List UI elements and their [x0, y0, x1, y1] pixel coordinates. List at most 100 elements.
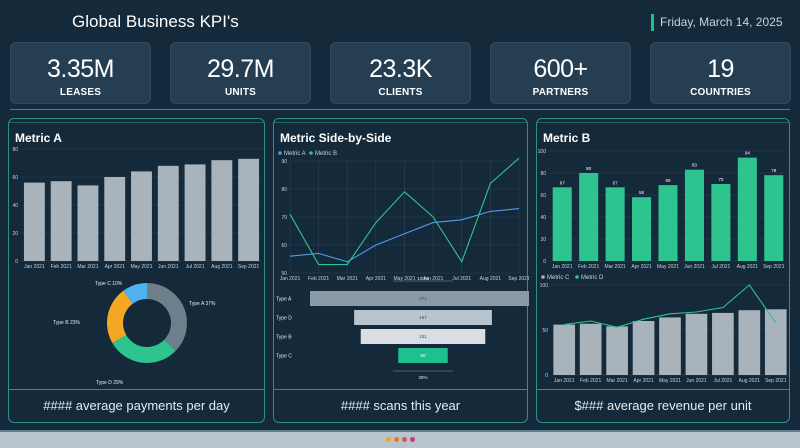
bar [23, 182, 45, 261]
x-tick-label: Jul 2021 [713, 378, 732, 384]
panel-footer: $### average revenue per unit [537, 389, 789, 422]
kpi-value: 23.3K [369, 55, 432, 83]
bar [77, 185, 99, 261]
kpi-row: 3.35M LEASES 29.7M UNITS 23.3K CLIENTS 6… [10, 42, 791, 104]
x-tick-label: Apr 2021 [105, 264, 126, 270]
side-by-side-line-chart[interactable]: Metric A Metric B 50 60 70 80 90 Jan 2021 Feb 20… [274, 147, 529, 287]
page-dot[interactable] [394, 437, 399, 442]
y-tick-label: 50 [542, 328, 548, 334]
kpi-label: UNITS [225, 87, 256, 98]
x-tick-label: Jan 2021 [554, 378, 575, 384]
kpi-card-units[interactable]: 29.7M UNITS [170, 42, 311, 104]
page-dot[interactable] [410, 437, 415, 442]
y-tick-label: 80 [281, 187, 287, 193]
legend-label: Metric A [284, 151, 306, 157]
panel-metric-a: Metric A 0 20 40 60 80 Jan 2021 Feb 2021 Mar 20… [8, 118, 265, 423]
kpi-label: LEASES [59, 87, 102, 98]
x-tick-label: Jun 2021 [684, 264, 705, 270]
bar [184, 164, 206, 261]
data-label: 70 [718, 177, 724, 182]
bar [632, 321, 655, 375]
section-divider [10, 109, 790, 110]
bar [238, 158, 260, 261]
x-tick-label: Jan 2021 [24, 264, 45, 270]
funnel-bar [360, 329, 486, 344]
y-tick-label: 100 [538, 149, 547, 155]
x-tick-label: Sep 2021 [508, 276, 529, 282]
x-tick-label: May 2021 [394, 276, 416, 282]
kpi-card-leases[interactable]: 3.35M LEASES [10, 42, 151, 104]
panel-footer: #### scans this year [274, 389, 527, 422]
series-line [289, 208, 520, 263]
x-tick-label: Mar 2021 [607, 378, 628, 384]
data-label: 94 [745, 151, 751, 156]
funnel-top-label: 100% [417, 276, 429, 281]
y-tick-label: 20 [540, 237, 546, 243]
x-tick-label: Apr 2021 [631, 264, 652, 270]
panel-side-by-side: Metric Side-by-Side Metric A Metric B 50 60… [273, 118, 529, 423]
x-tick-label: Sep 2021 [765, 378, 787, 384]
data-label: 60 [420, 353, 426, 358]
x-tick-label: Jun 2021 [686, 378, 707, 384]
y-tick-label: 40 [12, 203, 18, 209]
type-donut-chart[interactable]: Type A 37% Type B 23% Type C 10% Type D 29% [9, 277, 266, 387]
x-tick-label: Feb 2021 [308, 276, 329, 282]
x-tick-label: Sep 2021 [763, 264, 785, 270]
y-tick-label: 0 [15, 259, 18, 265]
page-dot[interactable] [386, 437, 391, 442]
kpi-value: 29.7M [207, 55, 274, 83]
bar [737, 157, 757, 261]
panel-metric-b: Metric B 0 20 40 60 80 100 67 Jan 2021 80 Feb 202… [536, 118, 790, 423]
bottom-bar [0, 430, 800, 448]
kpi-card-countries[interactable]: 19 COUNTRIES [650, 42, 791, 104]
bar [50, 181, 72, 261]
metric-a-bar-chart[interactable]: 0 20 40 60 80 Jan 2021 Feb 2021 Mar 2021 Apr 202… [9, 145, 266, 275]
x-tick-label: Jul 2021 [186, 264, 205, 270]
y-tick-label: 80 [540, 171, 546, 177]
x-tick-label: May 2021 [657, 264, 679, 270]
donut-slice [147, 283, 188, 352]
kpi-card-partners[interactable]: 600+ PARTNERS [490, 42, 631, 104]
bar [552, 187, 572, 261]
page-dots[interactable] [386, 437, 415, 442]
page-dot[interactable] [402, 437, 407, 442]
legend-dot [309, 151, 313, 155]
category-label: Type C [276, 354, 292, 360]
x-tick-label: Jul 2021 [452, 276, 471, 282]
legend-label: Metric C [547, 275, 570, 281]
x-tick-label: Jul 2021 [711, 264, 730, 270]
bar [712, 312, 734, 375]
x-tick-label: Apr 2021 [366, 276, 387, 282]
bar [685, 313, 708, 375]
bar [684, 169, 704, 261]
y-tick-label: 40 [540, 215, 546, 221]
x-tick-label: Mar 2021 [605, 264, 626, 270]
kpi-card-clients[interactable]: 23.3K CLIENTS [330, 42, 471, 104]
x-tick-label: Jun 2021 [423, 276, 444, 282]
data-label: 167 [419, 315, 427, 320]
x-tick-label: May 2021 [131, 264, 153, 270]
bar [658, 185, 678, 261]
legend-dot [575, 275, 579, 279]
type-funnel-chart[interactable]: 100% 274 Type A 167 Type D 151 Type B 60 Type C 2… [274, 275, 529, 385]
category-label: Type D [276, 316, 292, 322]
data-label: 274 [419, 296, 427, 301]
kpi-label: PARTNERS [532, 87, 589, 98]
funnel-bar [398, 348, 448, 363]
data-label: 67 [613, 180, 619, 185]
y-tick-label: 0 [543, 259, 546, 265]
y-tick-label: 70 [281, 215, 287, 221]
kpi-label: COUNTRIES [690, 87, 751, 98]
series-line [289, 157, 520, 266]
kpi-value: 3.35M [47, 55, 114, 83]
y-tick-label: 100 [540, 283, 549, 289]
metric-b-bar-chart[interactable]: 0 20 40 60 80 100 67 Jan 2021 80 Feb 2021 67 Mar 20… [537, 145, 791, 275]
date-label: Friday, March 14, 2025 [651, 14, 783, 31]
x-tick-label: Apr 2021 [633, 378, 654, 384]
x-tick-label: Jan 2021 [280, 276, 301, 282]
page-title: Global Business KPI's [72, 12, 239, 31]
metric-c-d-combo-chart[interactable]: Metric C Metric D 0 50 100 Jan 2021 Feb 2021 Ma… [537, 271, 791, 389]
x-tick-label: Aug 2021 [211, 264, 233, 270]
bar [606, 326, 628, 375]
y-tick-label: 20 [12, 231, 18, 237]
